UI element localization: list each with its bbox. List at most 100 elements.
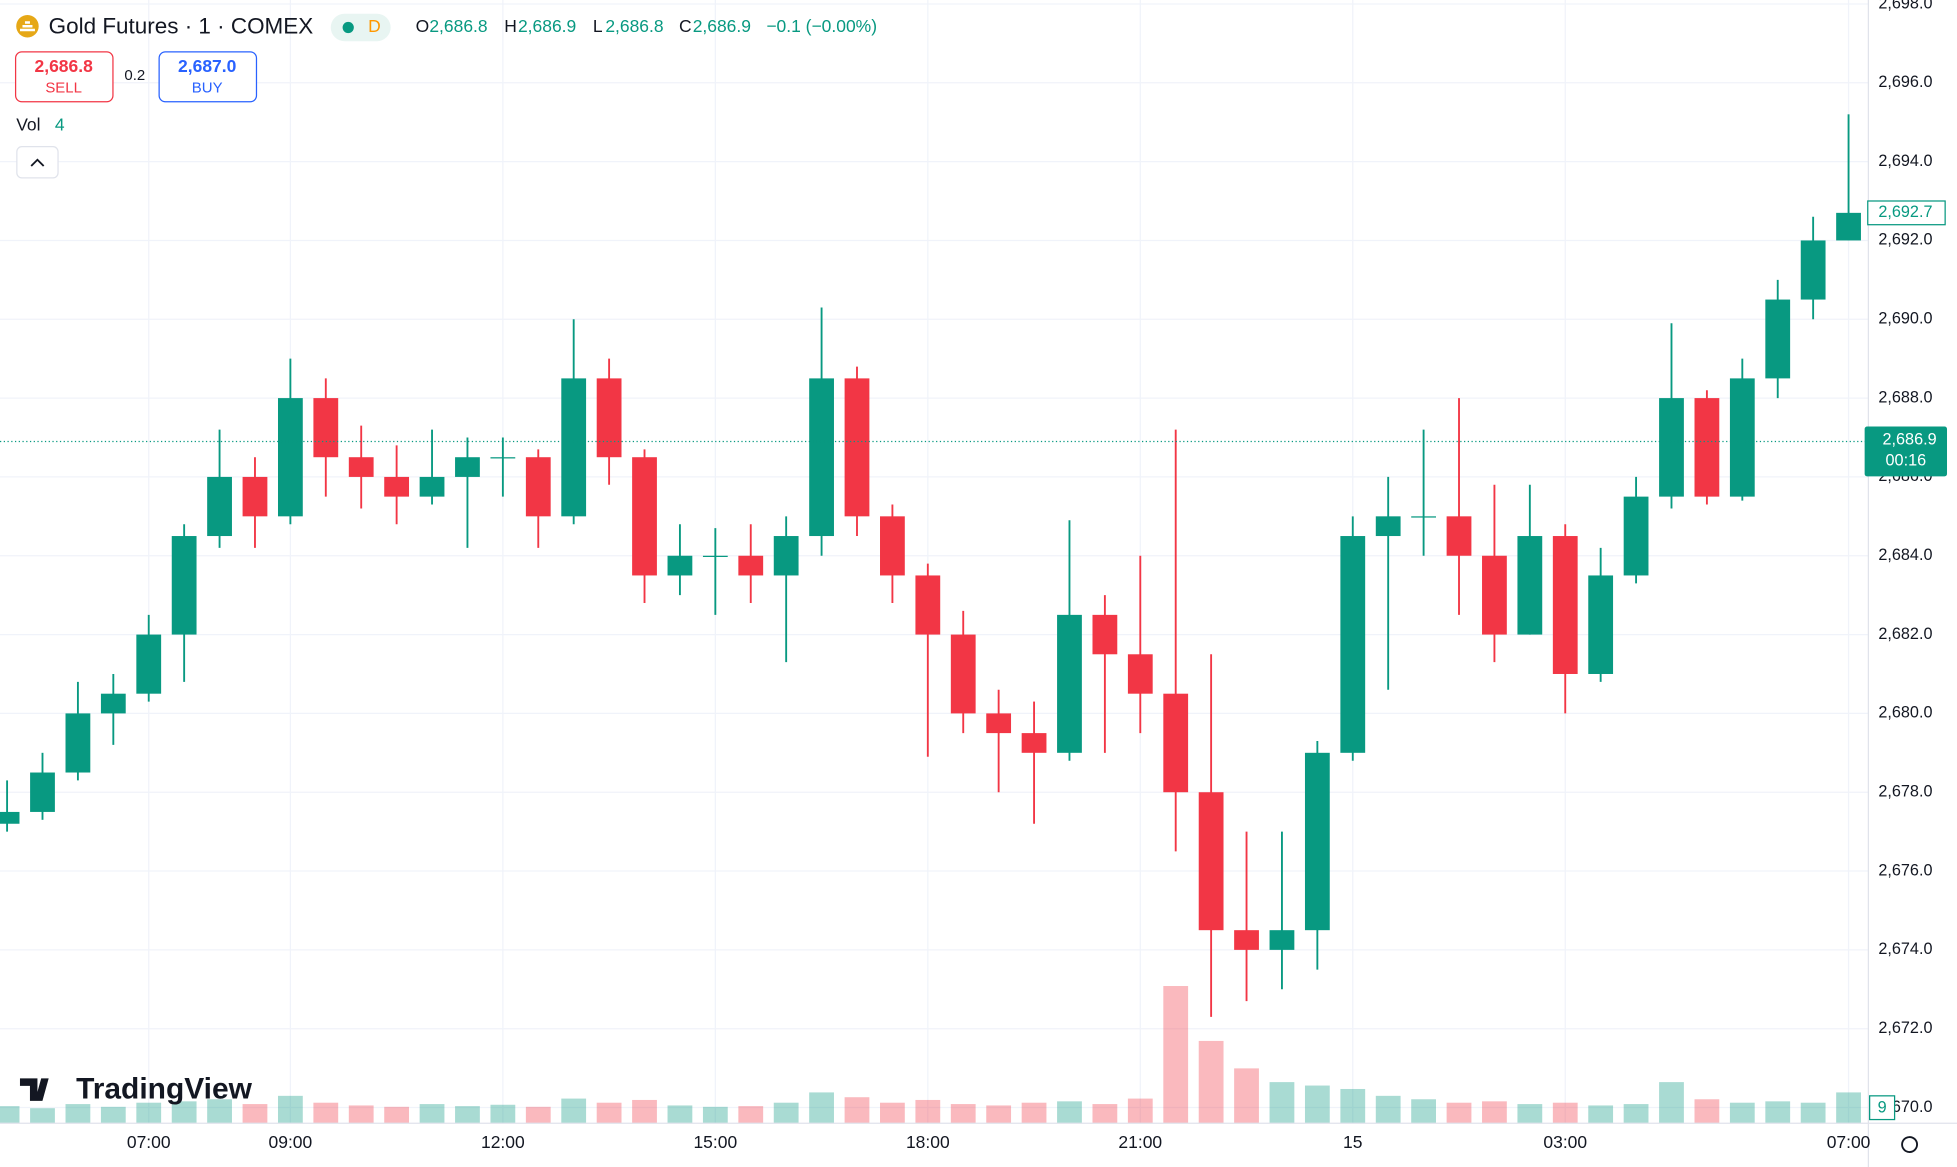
x-tick-label: 09:00 (269, 1132, 313, 1152)
sell-button[interactable] (14, 51, 114, 103)
y-tick-label: 2,690.0 (1878, 310, 1932, 328)
spread: 0.2 (124, 67, 145, 84)
x-tick-label: 18:00 (906, 1132, 950, 1152)
y-tick-label: 2,678.0 (1878, 783, 1932, 801)
volume-bar (1234, 1068, 1259, 1124)
volume-bar (880, 1102, 905, 1124)
candle-body (1375, 516, 1401, 537)
volume-bar (1375, 1095, 1401, 1124)
price-line-box (1864, 426, 1948, 477)
candle-body (277, 398, 303, 517)
ohlc-key: C (679, 16, 692, 36)
candle-body (0, 811, 20, 824)
volume-bar (1552, 1102, 1578, 1124)
grid (0, 0, 1869, 1124)
volume-bar (1340, 1088, 1366, 1124)
volume-bar (1021, 1102, 1047, 1124)
y-tick-label: 2,672.0 (1878, 1019, 1932, 1037)
volume-bar (561, 1098, 587, 1124)
candle-body (1304, 752, 1330, 931)
volume-bar (915, 1099, 941, 1124)
candle-body (1340, 536, 1366, 753)
volume-legend: Vol (16, 115, 40, 135)
logo-icon (19, 1078, 49, 1101)
volume-bar (1729, 1102, 1755, 1124)
candle-body (632, 457, 657, 576)
y-tick-label: 2,696.0 (1878, 73, 1932, 91)
volume-bar (667, 1105, 693, 1124)
candle-body (1729, 378, 1755, 497)
candle-body (455, 457, 480, 477)
volume-bar (1304, 1085, 1330, 1124)
y-tick-label: 2,692.0 (1878, 231, 1932, 249)
candle-body (1588, 575, 1614, 674)
sell-price: 2,686.8 (35, 56, 94, 76)
symbol-title[interactable]: Gold Futures · 1 · COMEX (49, 13, 314, 38)
sell-label: SELL (45, 80, 82, 97)
candle-body (313, 398, 339, 458)
candle-body (136, 634, 162, 694)
volume-bar (1092, 1104, 1118, 1124)
ohlc-change: −0.1 (−0.00%) (766, 16, 877, 36)
volume-legend-value: 4 (55, 115, 65, 135)
y-tick-label: 2,684.0 (1878, 546, 1932, 564)
volume-bar (844, 1097, 870, 1124)
ohlc-value: 2,686.9 (693, 16, 751, 36)
buy-label: BUY (192, 80, 223, 97)
y-tick-label: 2,694.0 (1878, 152, 1932, 170)
candle-body (1198, 792, 1224, 931)
volume-bar (1269, 1082, 1295, 1124)
y-tick-label: 2,674.0 (1878, 940, 1932, 958)
candle-body (1659, 398, 1684, 497)
ohlc-value: 2,686.8 (605, 16, 663, 36)
collapse-icon (30, 158, 45, 167)
candle-body (490, 457, 516, 459)
y-tick-label: 2,698.0 (1878, 0, 1932, 12)
candle-body (844, 378, 870, 517)
collapse-button[interactable] (16, 146, 59, 179)
price-line-label: 2,686.9 (1883, 430, 1937, 448)
axes: 2,670.02,672.02,674.02,676.02,678.02,680… (127, 0, 1948, 1152)
ohlc-key: H (504, 16, 517, 36)
candle-body (1163, 693, 1189, 793)
volume-bar (65, 1104, 91, 1124)
candle-body (1765, 299, 1791, 379)
candle-body (561, 378, 587, 517)
volume-bar (1765, 1101, 1791, 1124)
volume-bar (596, 1102, 622, 1124)
x-tick-label: 07:00 (1827, 1132, 1871, 1152)
settings-icon[interactable] (1901, 1136, 1918, 1153)
volume-bar (1694, 1099, 1720, 1124)
candle-body (207, 476, 232, 537)
volume-bar (702, 1106, 728, 1124)
candle-body (1836, 212, 1861, 241)
candle-body (100, 693, 126, 714)
price-countdown: 00:16 (1886, 452, 1927, 470)
candle-body (1234, 930, 1259, 950)
volume-bar (277, 1095, 303, 1124)
volume-bar (525, 1106, 551, 1124)
candle-body (1411, 516, 1436, 518)
volume-bar (632, 1099, 657, 1124)
status-pill[interactable] (330, 13, 391, 42)
candle-body (171, 536, 197, 635)
candle-body (986, 713, 1012, 734)
ohlc-value: 2,686.9 (518, 16, 576, 36)
candle-body (950, 634, 976, 714)
volume-bar (1836, 1092, 1861, 1124)
candle-body (596, 378, 622, 458)
candle-body (1446, 516, 1472, 556)
volume-bar (1057, 1101, 1082, 1124)
buy-button[interactable] (158, 51, 258, 103)
candle-body (525, 457, 551, 517)
volume-bar (809, 1092, 834, 1124)
plot-area (0, 114, 1869, 1124)
y-tick-label: 2,676.0 (1878, 861, 1932, 879)
volume-bar (1163, 986, 1189, 1124)
candle-body (348, 457, 374, 477)
last-price-box (1867, 200, 1946, 226)
y-tick-label: 2,680.0 (1878, 704, 1932, 722)
volume-bar (773, 1102, 799, 1124)
status-label: D (368, 16, 381, 36)
